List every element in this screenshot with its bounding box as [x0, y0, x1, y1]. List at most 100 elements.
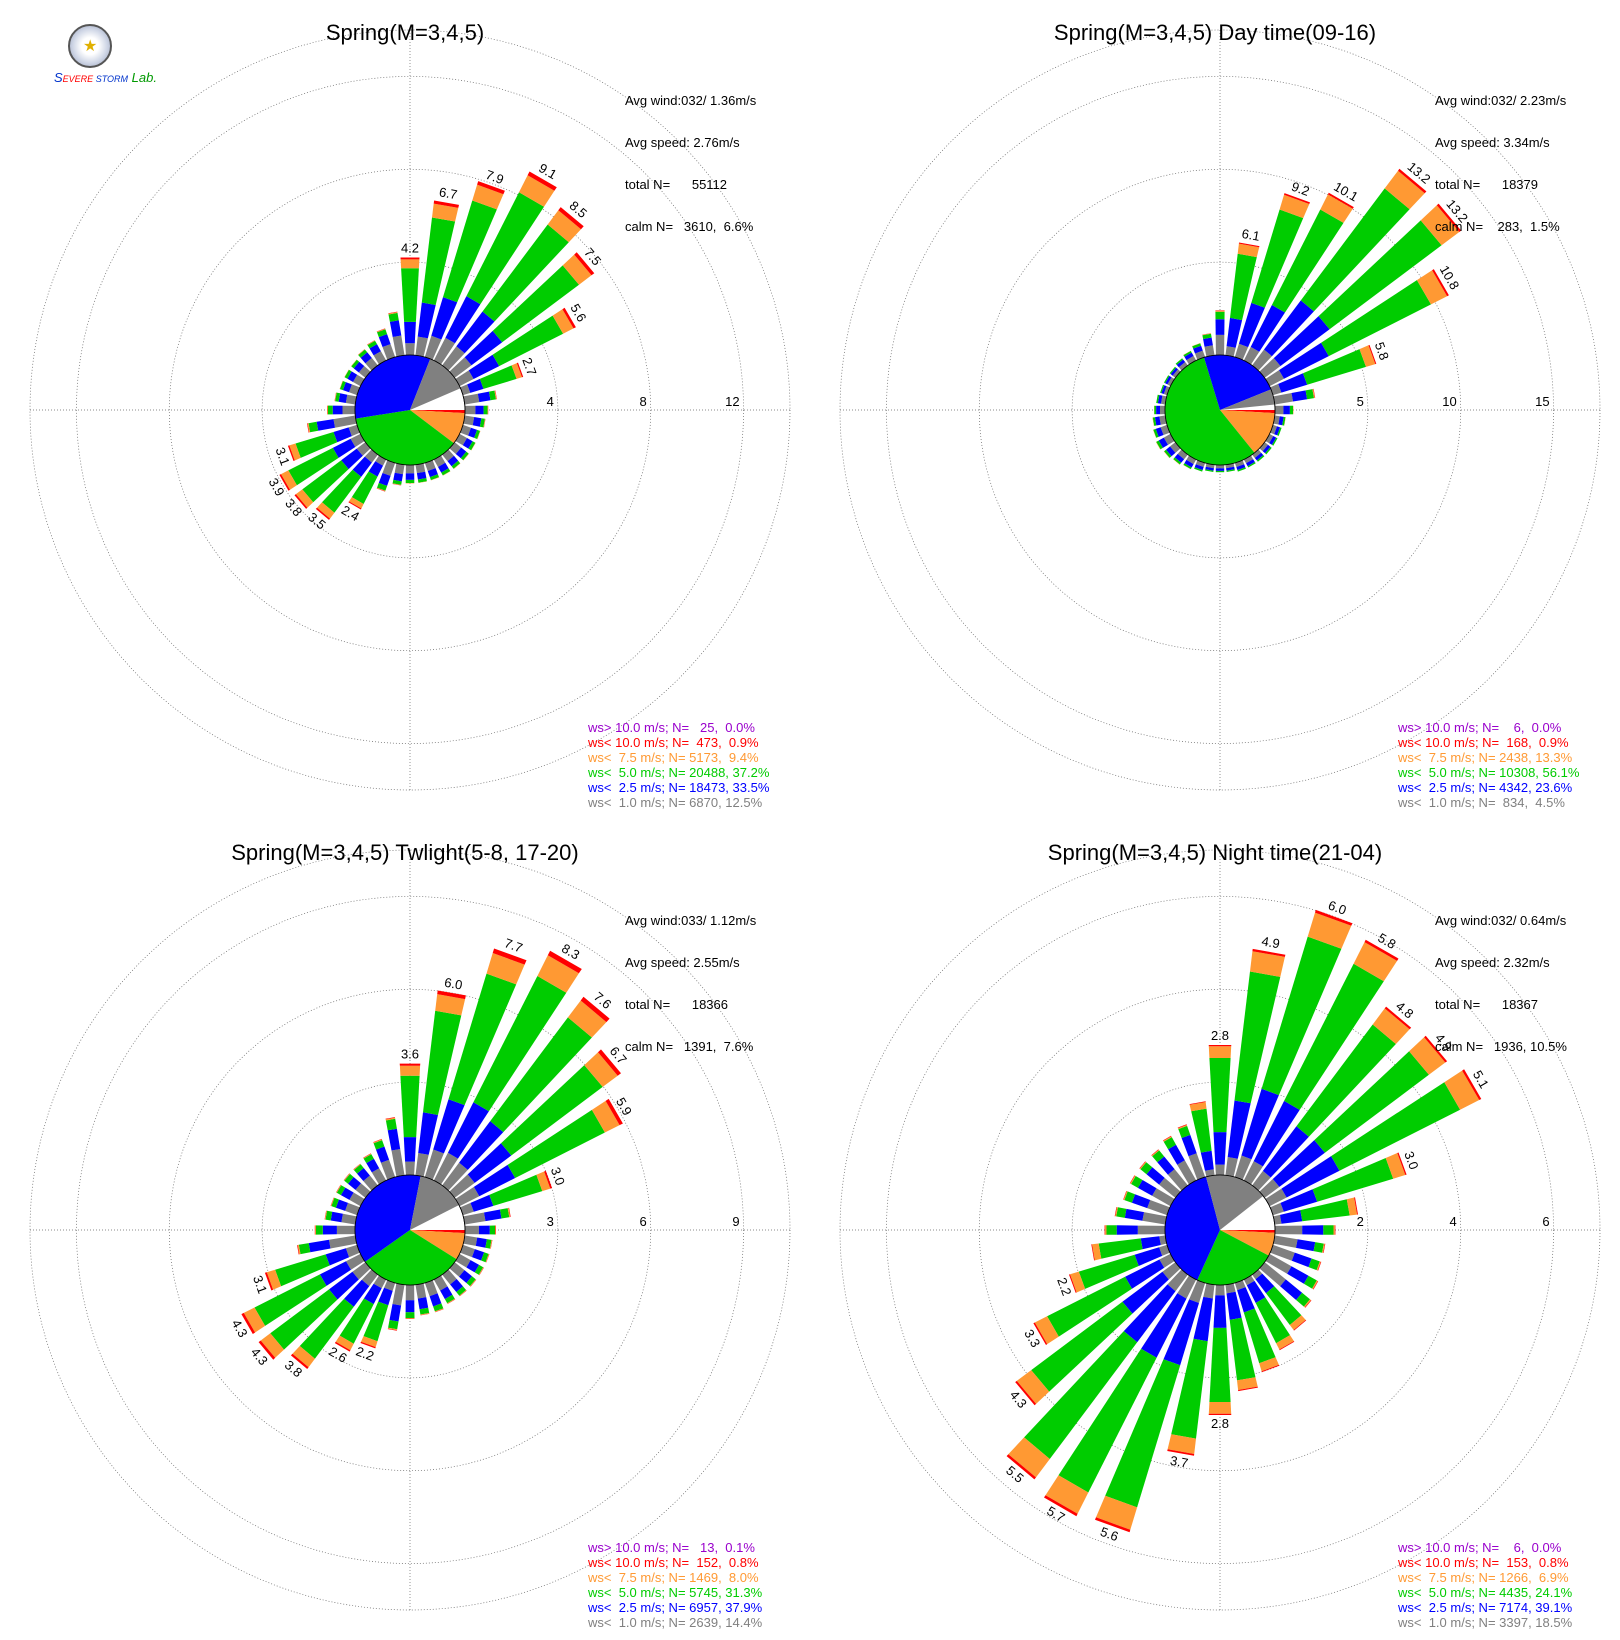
bar-segment-blue — [1237, 1287, 1255, 1313]
bar-segment-green — [507, 1109, 605, 1178]
direction-bar-0 — [1208, 1045, 1232, 1175]
bar-segment-gray — [1215, 465, 1225, 469]
direction-bar-20 — [1234, 193, 1310, 360]
bar-segment-green — [433, 1303, 444, 1312]
direction-bar-340 — [376, 328, 396, 360]
bar-segment-green — [448, 973, 517, 1106]
bar-segment-gray — [1159, 1177, 1181, 1198]
bar-segment-blue — [393, 472, 403, 482]
direction-bar-100 — [1273, 1235, 1326, 1253]
bar-segment-green — [1313, 1242, 1324, 1253]
bar-segment-red — [279, 474, 290, 491]
bar-segment-green — [1175, 358, 1184, 365]
grid-circle — [168, 168, 652, 652]
bar-segment-gray — [424, 1149, 444, 1180]
bar-segment-gray — [433, 1152, 458, 1185]
stats-box: Avg wind:032/ 2.23m/s Avg speed: 3.34m/s… — [1435, 66, 1566, 262]
bar-segment-gray — [1204, 345, 1215, 357]
logo-text: SEVERE STORM Lab. — [54, 70, 157, 85]
bar-segment-blue — [472, 1249, 485, 1261]
bar-segment-gray — [345, 394, 357, 405]
bar-segment-gray — [1270, 424, 1277, 435]
bar-value-label: 3.1 — [273, 445, 293, 467]
bar-segment-gray — [1273, 393, 1293, 405]
direction-bar-10 — [415, 200, 459, 357]
bar-segment-orange — [376, 328, 386, 333]
bar-segment-gray — [1177, 1275, 1197, 1299]
bar-segment-gray — [329, 1235, 357, 1249]
radial-tick-label: 9 — [732, 1214, 739, 1229]
bar-segment-green — [275, 1254, 330, 1287]
bar-segment-red — [334, 392, 337, 402]
bar-segment-gray — [442, 1162, 468, 1191]
bar-segment-orange — [420, 1313, 430, 1316]
direction-bar-160 — [1234, 1280, 1280, 1373]
bar-segment-green — [388, 312, 399, 322]
bar-segment-orange — [385, 1117, 396, 1121]
bar-segment-green — [1098, 1238, 1143, 1259]
direction-bar-190 — [387, 1283, 405, 1331]
bar-segment-red — [1261, 1364, 1280, 1373]
calm-n: calm N= 3610, 6.6% — [625, 219, 754, 234]
bar-segment-red — [294, 494, 308, 509]
bar-segment-gray — [1137, 1225, 1165, 1235]
direction-bar-90 — [1275, 405, 1294, 415]
bar-segment-orange — [447, 1298, 456, 1304]
bar-segment-gray — [1142, 1212, 1167, 1225]
bar-segment-blue — [1122, 1271, 1169, 1314]
direction-bar-230 — [1015, 1262, 1181, 1406]
bar-segment-green — [1160, 384, 1165, 394]
direction-bar-80 — [463, 390, 497, 405]
bar-segment-red — [1436, 203, 1462, 232]
bar-segment-blue — [378, 473, 391, 486]
bar-segment-blue — [1137, 1180, 1157, 1196]
bar-segment-orange — [1183, 464, 1191, 470]
bar-segment-gray — [333, 415, 357, 428]
direction-bar-160 — [1234, 460, 1246, 472]
bar-segment-red — [1323, 1243, 1326, 1253]
bar-segment-green — [367, 340, 377, 349]
direction-bar-40 — [442, 996, 610, 1191]
bar-segment-blue — [369, 344, 381, 356]
bar-segment-gray — [424, 1280, 438, 1297]
bar-segment-blue — [1272, 1140, 1325, 1187]
bar-segment-green — [1192, 343, 1202, 349]
direction-bar-300 — [1129, 1175, 1175, 1207]
bar-segment-red — [1368, 344, 1377, 365]
bar-segment-gray — [1243, 1161, 1263, 1185]
bar-segment-red — [1384, 1006, 1412, 1030]
bar-segment-green — [1256, 455, 1265, 462]
bar-segment-blue — [353, 361, 365, 373]
legend-row-blue: ws< 2.5 m/s; N= 18473, 33.5% — [588, 780, 770, 795]
bar-segment-blue — [1140, 1236, 1161, 1250]
bar-segment-blue — [1161, 385, 1167, 394]
bar-segment-green — [479, 418, 485, 428]
bar-segment-red — [336, 1184, 341, 1193]
bar-segment-gray — [1203, 1283, 1215, 1299]
bar-segment-green — [456, 1286, 467, 1296]
bar-segment-blue — [450, 1279, 463, 1292]
bar-segment-blue — [417, 1297, 429, 1310]
direction-bar-160 — [424, 1280, 444, 1313]
bar-segment-green — [373, 1140, 385, 1150]
bar-segment-gray — [1167, 1169, 1188, 1191]
bar-segment-red — [1015, 1380, 1037, 1406]
bar-segment-red — [258, 1340, 276, 1360]
bar-segment-orange — [1123, 1191, 1128, 1201]
bar-segment-red — [495, 390, 497, 400]
direction-bar-110 — [460, 424, 481, 440]
bar-segment-blue — [341, 448, 363, 470]
bar-segment-gray — [1275, 405, 1284, 415]
bar-segment-green — [429, 474, 439, 481]
bar-segment-blue — [348, 1177, 361, 1190]
bar-segment-blue — [477, 391, 491, 403]
bar-segment-green — [1296, 1292, 1310, 1307]
bar-segment-red — [1397, 1152, 1407, 1175]
bar-segment-gray — [1265, 1253, 1292, 1274]
bar-segment-blue — [344, 1279, 370, 1307]
bar-segment-green — [401, 268, 419, 322]
bar-segment-red — [1304, 1300, 1312, 1308]
bar-value-label: 4.2 — [401, 241, 419, 256]
bar-segment-gray — [415, 336, 428, 357]
bar-segment-gray — [352, 1262, 371, 1280]
